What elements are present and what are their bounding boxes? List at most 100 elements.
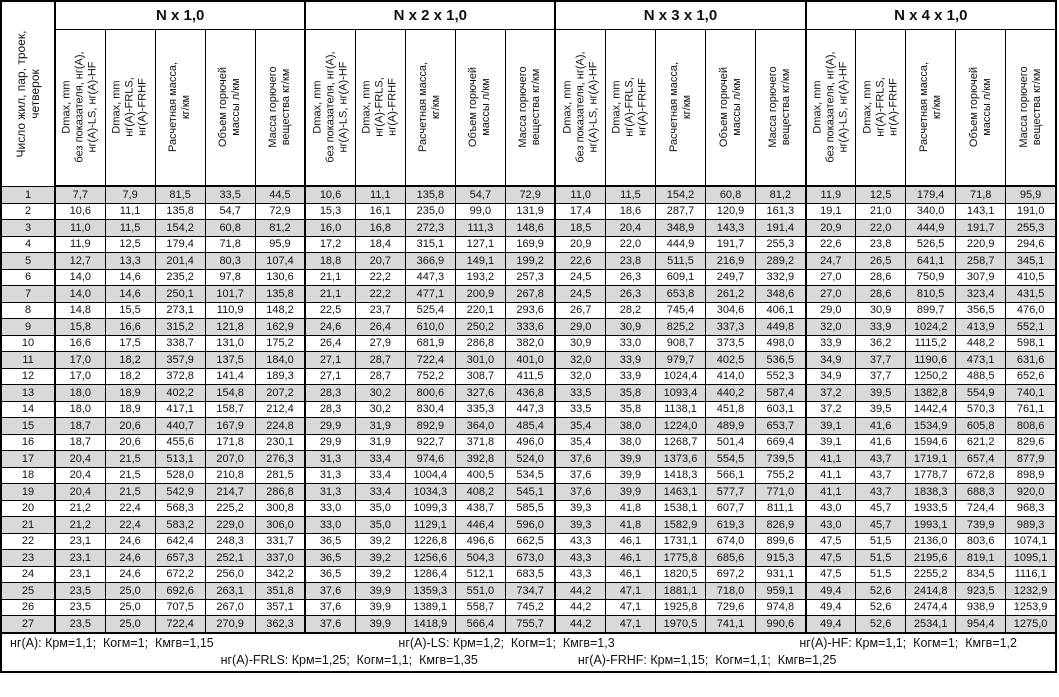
col-header-dmax-fr-g1: Dmax, mm нг(А)-FRLS, нг(А)-FRHF bbox=[104, 28, 156, 187]
table-cell: 811,1 bbox=[755, 499, 807, 517]
table-cell: 27,1 bbox=[304, 351, 356, 369]
table-cell: 438,7 bbox=[454, 499, 506, 517]
table-cell: 18,9 bbox=[104, 384, 156, 402]
table-cell: 18,5 bbox=[554, 219, 606, 237]
table-cell: 154,2 bbox=[654, 185, 707, 204]
table-cell: 22,4 bbox=[104, 499, 156, 517]
table-cell: 39,2 bbox=[354, 565, 406, 583]
table-cell: 444,9 bbox=[654, 235, 707, 253]
table-cell: 1129,1 bbox=[404, 516, 456, 534]
table-cell: 39,2 bbox=[354, 532, 406, 550]
table-cell: 11,5 bbox=[604, 185, 656, 204]
row-count-column-header-label: Число жил, пар, троек, четверок bbox=[13, 30, 43, 158]
table-cell: 357,9 bbox=[154, 351, 206, 369]
table-cell: 335,3 bbox=[454, 400, 506, 418]
col-header-combustible-volume-label: Объем горючей массы л/км bbox=[467, 67, 493, 148]
table-cell: 739,5 bbox=[755, 450, 807, 468]
table-cell: 631,6 bbox=[1005, 351, 1057, 369]
table-cell: 15,5 bbox=[104, 301, 156, 319]
table-cell: 28,7 bbox=[354, 367, 406, 385]
table-cell: 23,8 bbox=[604, 252, 656, 270]
table-cell: 158,7 bbox=[204, 400, 256, 418]
table-cell: 672,2 bbox=[154, 565, 206, 583]
table-cell: 17,4 bbox=[554, 202, 606, 220]
table-cell: 23,7 bbox=[354, 301, 406, 319]
table-cell: 566,4 bbox=[454, 615, 506, 633]
table-cell: 26,4 bbox=[354, 318, 406, 336]
table-cell: 18,2 bbox=[104, 367, 156, 385]
table-cell: 938,9 bbox=[955, 598, 1007, 616]
row-number: 22 bbox=[0, 532, 57, 550]
group-header-nx4x1: N x 4 x 1,0 bbox=[804, 0, 1057, 30]
row-number: 23 bbox=[0, 549, 57, 567]
col-header-calculated-mass-label: Расчетная масса, кг/км bbox=[917, 62, 943, 153]
table-cell: 107,4 bbox=[254, 252, 306, 270]
table-cell: 545,1 bbox=[504, 483, 556, 501]
table-cell: 1074,1 bbox=[1005, 532, 1057, 550]
table-cell: 210,8 bbox=[204, 466, 256, 484]
col-header-calculated-mass-g4: Расчетная масса, кг/км bbox=[905, 28, 957, 187]
table-cell: 18,7 bbox=[54, 417, 106, 435]
table-cell: 674,0 bbox=[705, 532, 757, 550]
table-cell: 526,5 bbox=[905, 235, 957, 253]
table-cell: 722,4 bbox=[404, 351, 456, 369]
table-cell: 21,1 bbox=[304, 285, 356, 303]
table-cell: 2136,0 bbox=[905, 532, 957, 550]
table-cell: 741,1 bbox=[705, 615, 757, 633]
table-cell: 722,4 bbox=[154, 615, 206, 633]
table-cell: 683,5 bbox=[504, 565, 556, 583]
table-cell: 37,2 bbox=[804, 384, 857, 402]
table-cell: 25,0 bbox=[104, 598, 156, 616]
table-cell: 229,0 bbox=[204, 516, 256, 534]
table-cell: 542,9 bbox=[154, 483, 206, 501]
table-row: 15 18,7 20,6 440,7 167,9 224,8 29,9 31,9 892,9 36… bbox=[0, 417, 1057, 435]
table-cell: 21,2 bbox=[54, 516, 106, 534]
table-cell: 179,4 bbox=[154, 235, 206, 253]
footnote-ng-a-hf: нг(А)-HF: Крм=1,1; Когм=1; Кмгв=1,2 bbox=[799, 636, 1017, 650]
table-cell: 36,5 bbox=[304, 532, 356, 550]
table-cell: 267,8 bbox=[504, 285, 556, 303]
table-cell: 39,9 bbox=[604, 483, 656, 501]
row-number: 26 bbox=[0, 598, 57, 616]
table-cell: 51,5 bbox=[855, 565, 907, 583]
table-cell: 276,3 bbox=[254, 450, 306, 468]
group-header-nx1: N x 1,0 bbox=[54, 0, 306, 30]
table-cell: 413,9 bbox=[955, 318, 1007, 336]
table-cell: 36,2 bbox=[855, 334, 907, 352]
table-cell: 28,6 bbox=[855, 285, 907, 303]
table-cell: 25,0 bbox=[104, 582, 156, 600]
table-cell: 440,7 bbox=[154, 417, 206, 435]
table-cell: 1250,2 bbox=[905, 367, 957, 385]
table-cell: 30,2 bbox=[354, 400, 406, 418]
table-cell: 27,9 bbox=[354, 334, 406, 352]
table-cell: 33,9 bbox=[604, 351, 656, 369]
table-cell: 294,6 bbox=[1005, 235, 1057, 253]
table-row: 3 11,0 11,5 154,2 60,8 81,2 16,0 16,8 272,3 111,3… bbox=[0, 219, 1057, 237]
table-cell: 201,4 bbox=[154, 252, 206, 270]
table-row: 10 16,6 17,5 338,7 131,0 175,2 26,4 27,9 681,9 28… bbox=[0, 334, 1057, 352]
table-cell: 1925,8 bbox=[654, 598, 707, 616]
table-cell: 35,8 bbox=[604, 400, 656, 418]
table-cell: 1232,9 bbox=[1005, 582, 1057, 600]
table-cell: 39,9 bbox=[604, 450, 656, 468]
table-cell: 24,6 bbox=[104, 549, 156, 567]
table-row: 1 7,7 7,9 81,5 33,5 44,5 10,6 11,1 135,8 54,7 72,9… bbox=[0, 185, 1057, 204]
col-header-calculated-mass-label: Расчетная масса, кг/км bbox=[167, 62, 193, 153]
col-header-combustible-volume-g1: Объем горючей массы л/км bbox=[204, 28, 256, 187]
table-cell: 12,5 bbox=[104, 235, 156, 253]
table-cell: 14,0 bbox=[54, 285, 106, 303]
table-cell: 135,8 bbox=[404, 185, 456, 204]
table-cell: 923,5 bbox=[955, 582, 1007, 600]
table-cell: 1190,6 bbox=[905, 351, 957, 369]
table-cell: 199,2 bbox=[504, 252, 556, 270]
table-cell: 323,4 bbox=[955, 285, 1007, 303]
table-cell: 1993,1 bbox=[905, 516, 957, 534]
row-number: 2 bbox=[0, 202, 57, 220]
table-row: 6 14,0 14,6 235,2 97,8 130,6 21,1 22,2 447,3 193,… bbox=[0, 268, 1057, 286]
table-cell: 33,4 bbox=[354, 483, 406, 501]
table-cell: 536,5 bbox=[755, 351, 807, 369]
table-cell: 81,5 bbox=[154, 185, 206, 204]
table-cell: 39,9 bbox=[604, 466, 656, 484]
table-cell: 511,5 bbox=[654, 252, 707, 270]
table-cell: 410,5 bbox=[1005, 268, 1057, 286]
